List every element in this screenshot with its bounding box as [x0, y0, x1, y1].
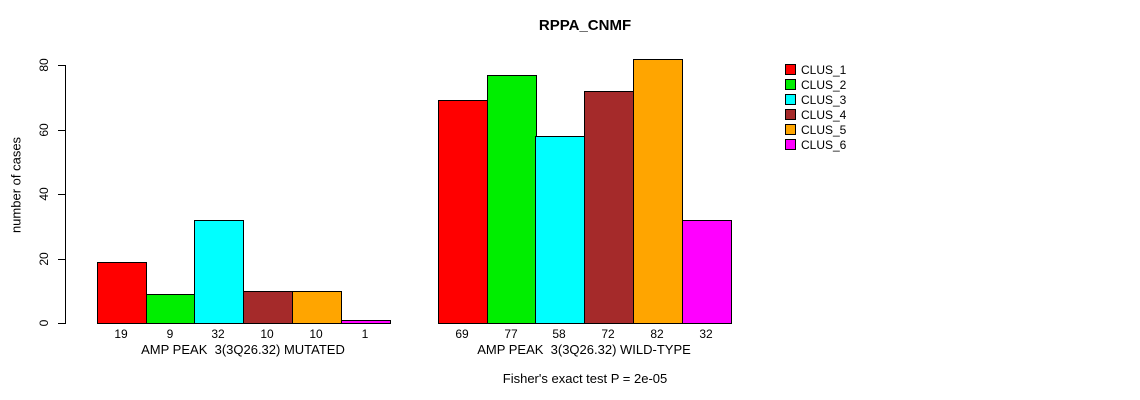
y-axis-tick-label: 40 — [37, 187, 51, 201]
y-axis-tick-label: 0 — [37, 319, 51, 327]
legend-label: CLUS_2 — [801, 77, 847, 92]
bar-clus_5-wildtype — [633, 59, 683, 324]
group-axis-label: AMP PEAK 3(3Q26.32) MUTATED — [141, 342, 345, 357]
bar-clus_6-wildtype — [682, 220, 732, 324]
bar-value-label: 10 — [260, 327, 274, 341]
bar-value-label: 1 — [361, 327, 369, 341]
y-axis-tick — [58, 130, 65, 131]
bar-value-label: 32 — [211, 327, 225, 341]
bar-value-label: 69 — [455, 327, 469, 341]
stat-test-annotation: Fisher's exact test P = 2e-05 — [502, 371, 668, 386]
legend-entry-clus_4: CLUS_4 — [785, 107, 846, 122]
bar-value-label: 77 — [504, 327, 518, 341]
bar-clus_1-wildtype — [438, 100, 488, 324]
bar-clus_2-wildtype — [487, 75, 537, 324]
legend-color-swatch — [785, 124, 796, 135]
bar-value-label: 32 — [699, 327, 713, 341]
legend-label: CLUS_4 — [801, 107, 847, 122]
bar-clus_2-mutated — [146, 294, 196, 324]
legend-color-swatch — [785, 79, 796, 90]
legend-label: CLUS_3 — [801, 92, 847, 107]
y-axis-tick-label: 80 — [37, 58, 51, 72]
legend-color-swatch — [785, 64, 796, 75]
bar-value-label: 58 — [552, 327, 566, 341]
legend-label: CLUS_1 — [801, 62, 847, 77]
bar-clus_5-mutated — [292, 291, 342, 324]
legend-color-swatch — [785, 109, 796, 120]
bar-clus_3-mutated — [194, 220, 244, 324]
y-axis-label: number of cases — [8, 136, 24, 234]
bar-value-label: 19 — [114, 327, 128, 341]
bar-clus_4-wildtype — [584, 91, 634, 324]
legend-entry-clus_2: CLUS_2 — [785, 77, 846, 92]
legend-entry-clus_3: CLUS_3 — [785, 92, 846, 107]
bar-clus_6-mutated — [341, 320, 391, 324]
legend-color-swatch — [785, 139, 796, 150]
group-axis-label: AMP PEAK 3(3Q26.32) WILD-TYPE — [477, 342, 691, 357]
y-axis-tick — [58, 65, 65, 66]
y-axis-tick — [58, 259, 65, 260]
legend-label: CLUS_6 — [801, 137, 847, 152]
bar-value-label: 82 — [650, 327, 664, 341]
legend-entry-clus_6: CLUS_6 — [785, 137, 846, 152]
y-axis-tick — [58, 194, 65, 195]
y-axis-line — [65, 65, 66, 324]
bar-value-label: 10 — [309, 327, 323, 341]
bar-value-label: 72 — [601, 327, 615, 341]
bar-clus_4-mutated — [243, 291, 293, 324]
legend-label: CLUS_5 — [801, 122, 847, 137]
legend: CLUS_1 CLUS_2 CLUS_3 CLUS_4 CLUS_5 CLUS_6 — [785, 62, 846, 152]
legend-entry-clus_1: CLUS_1 — [785, 62, 846, 77]
bar-clus_1-mutated — [97, 262, 147, 324]
y-axis-tick-label: 20 — [37, 252, 51, 266]
y-axis-tick — [58, 323, 65, 324]
bar-clus_3-wildtype — [535, 136, 585, 324]
y-axis-tick-label: 60 — [37, 123, 51, 137]
legend-color-swatch — [785, 94, 796, 105]
legend-entry-clus_5: CLUS_5 — [785, 122, 846, 137]
chart-title: RPPA_CNMF — [538, 17, 632, 34]
bar-value-label: 9 — [166, 327, 174, 341]
